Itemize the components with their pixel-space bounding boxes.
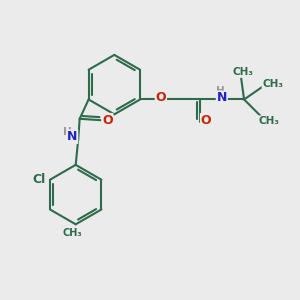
Text: N: N <box>217 92 227 104</box>
Text: H: H <box>216 85 225 96</box>
Text: H: H <box>62 127 71 137</box>
Text: O: O <box>201 114 212 127</box>
Text: CH₃: CH₃ <box>232 67 253 77</box>
Text: CH₃: CH₃ <box>63 228 83 238</box>
Text: N: N <box>67 130 77 143</box>
Text: O: O <box>156 92 166 104</box>
Text: O: O <box>102 114 112 127</box>
Text: CH₃: CH₃ <box>262 79 284 89</box>
Text: CH₃: CH₃ <box>258 116 279 126</box>
Text: Cl: Cl <box>32 173 45 186</box>
